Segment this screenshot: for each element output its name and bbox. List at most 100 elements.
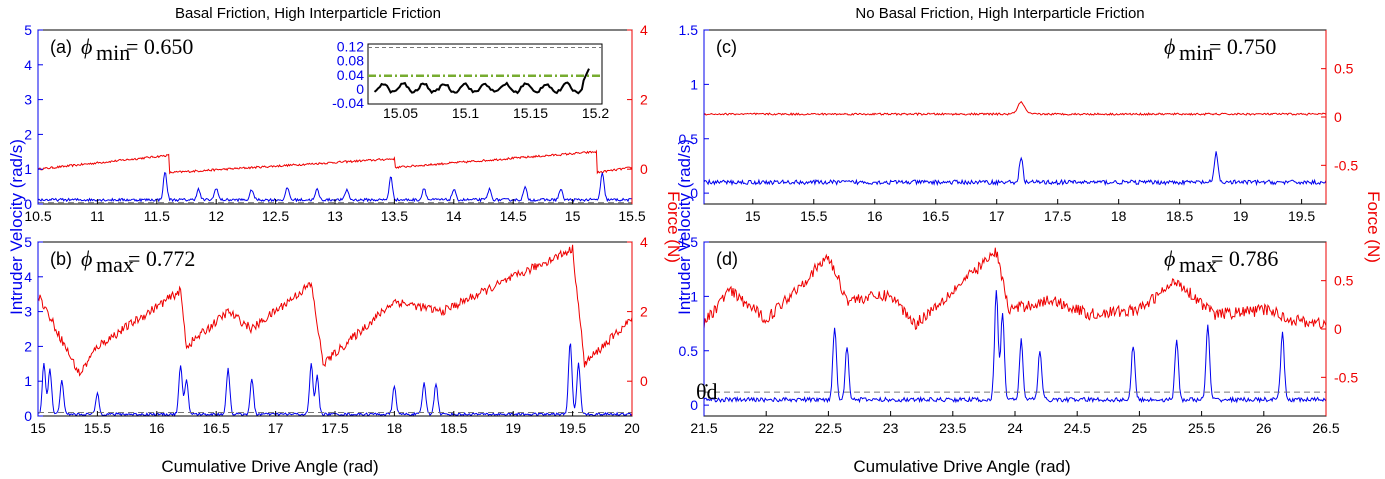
x-tick-label: 18: [387, 420, 403, 436]
y-tick-label-left: 3: [24, 92, 32, 108]
x-tick-label: 18: [1111, 208, 1127, 224]
y-tick-label-left: 5: [24, 234, 32, 250]
x-tick-label: 12.5: [262, 208, 289, 224]
panel-label: (d): [716, 249, 738, 269]
x-tick-label: 17: [268, 420, 284, 436]
inset-box: [367, 43, 603, 105]
inset-x-tick-label: 15.2: [582, 105, 609, 121]
x-tick-label: 22.5: [815, 420, 842, 436]
x-tick-label: 12: [208, 208, 224, 224]
y-tick-label-left: 3: [24, 304, 32, 320]
force-series-(d): [703, 247, 1327, 330]
y-tick-label-right: 4: [640, 22, 648, 38]
x-tick-label: 22: [758, 420, 774, 436]
force-series-(c): [703, 100, 1327, 117]
phi-value: = 0.750: [1209, 34, 1276, 59]
x-tick-label: 16: [867, 208, 883, 224]
x-tick-label: 15.5: [618, 208, 645, 224]
velocity-series-(a): [37, 171, 633, 203]
y-tick-label-right: 2: [640, 304, 648, 320]
ylabel-left-velocity: Intruder Velocity (rad/s): [7, 139, 26, 315]
x-tick-label: 17.5: [321, 420, 348, 436]
x-tick-label: 20: [624, 420, 640, 436]
x-tick-label: 15: [745, 208, 761, 224]
y-tick-label-left: 4: [24, 269, 32, 285]
y-tick-label-left: 4: [24, 57, 32, 73]
y-tick-label-left: 0: [690, 185, 698, 201]
y-tick-label-right: 0.5: [1334, 273, 1354, 289]
y-tick-label-right: 2: [640, 92, 648, 108]
theta-dot-d-label: θ̇d: [696, 379, 718, 404]
y-tick-label-left: 1.5: [679, 22, 699, 38]
force-series-(a): [37, 149, 633, 175]
y-tick-label-left: 0: [24, 196, 32, 212]
title-right: No Basal Friction, High Interparticle Fr…: [855, 5, 1144, 22]
y-tick-label-right: 0: [640, 373, 648, 389]
velocity-series-(d): [703, 290, 1327, 404]
title-left: Basal Friction, High Interparticle Frict…: [175, 5, 441, 22]
x-tick-label: 19: [505, 420, 521, 436]
phi-subscript: min: [96, 40, 130, 65]
x-tick-label: 11.5: [144, 208, 170, 224]
ylabel-left-force: Force (N): [664, 191, 683, 263]
phi-label: ϕ: [1164, 34, 1175, 59]
ylabel-right-velocity: Intruder Velocity (rad/s): [675, 139, 694, 315]
y-tick-label-left: 0: [690, 397, 698, 413]
inset-x-tick-label: 15.1: [452, 105, 479, 121]
y-tick-label-right: 0: [640, 161, 648, 177]
x-tick-label: 16.5: [922, 208, 949, 224]
x-tick-label: 21.5: [690, 420, 717, 436]
force-series-(b): [37, 244, 633, 377]
y-tick-label-left: 1: [24, 373, 32, 389]
velocity-series-(b): [38, 343, 633, 417]
x-tick-label: 15: [565, 208, 581, 224]
phi-value: = 0.772: [128, 246, 195, 271]
x-tick-label: 18.5: [440, 420, 467, 436]
x-tick-label: 23: [883, 420, 899, 436]
x-tick-label: 10.5: [24, 208, 51, 224]
y-tick-label-left: 0: [24, 408, 32, 424]
x-tick-label: 19.5: [559, 420, 586, 436]
x-tick-label: 17: [989, 208, 1005, 224]
y-tick-label-left: 2: [24, 126, 32, 142]
y-tick-label-right: 4: [640, 234, 648, 250]
inset-x-tick-label: 15.05: [383, 105, 418, 121]
y-tick-label-right: 0: [1334, 321, 1342, 337]
phi-subscript: min: [1179, 40, 1213, 65]
x-tick-label: 18.5: [1166, 208, 1193, 224]
x-tick-label: 26.5: [1312, 420, 1339, 436]
x-tick-label: 13: [327, 208, 343, 224]
y-tick-label-right: -0.5: [1334, 157, 1358, 173]
y-tick-label-left: 0.5: [679, 131, 699, 147]
inset-y-tick-label: 0.12: [337, 39, 364, 55]
x-tick-label: 16.5: [203, 420, 230, 436]
xlabel-right: Cumulative Drive Angle (rad): [853, 457, 1070, 476]
x-tick-label: 24: [1007, 420, 1023, 436]
x-tick-label: 15.5: [84, 420, 111, 436]
inset-y-tick-label: 0.08: [337, 53, 364, 69]
x-tick-label: 14: [446, 208, 462, 224]
x-tick-label: 11: [90, 208, 105, 224]
x-tick-label: 19: [1233, 208, 1249, 224]
y-tick-label-left: 2: [24, 338, 32, 354]
x-tick-label: 16: [149, 420, 165, 436]
panel-label: (c): [716, 37, 737, 57]
phi-value: = 0.786: [1211, 246, 1278, 271]
xlabel-left: Cumulative Drive Angle (rad): [161, 457, 378, 476]
inset-stall-series: [373, 68, 590, 95]
y-tick-label-left: 5: [24, 22, 32, 38]
x-tick-label: 25: [1132, 420, 1148, 436]
y-tick-label-left: 1: [690, 288, 698, 304]
x-tick-label: 23.5: [939, 420, 966, 436]
phi-label: ϕ: [1164, 246, 1175, 271]
x-tick-label: 15.5: [800, 208, 827, 224]
ylabel-right-force: Force (N): [1364, 191, 1383, 263]
phi-value: = 0.650: [126, 34, 193, 59]
x-tick-label: 13.5: [381, 208, 408, 224]
x-tick-label: 24.5: [1064, 420, 1091, 436]
phi-label: ϕ: [81, 246, 92, 271]
x-tick-label: 15: [30, 420, 46, 436]
inset-x-tick-label: 15.15: [513, 105, 548, 121]
y-tick-label-left: 1: [690, 76, 698, 92]
